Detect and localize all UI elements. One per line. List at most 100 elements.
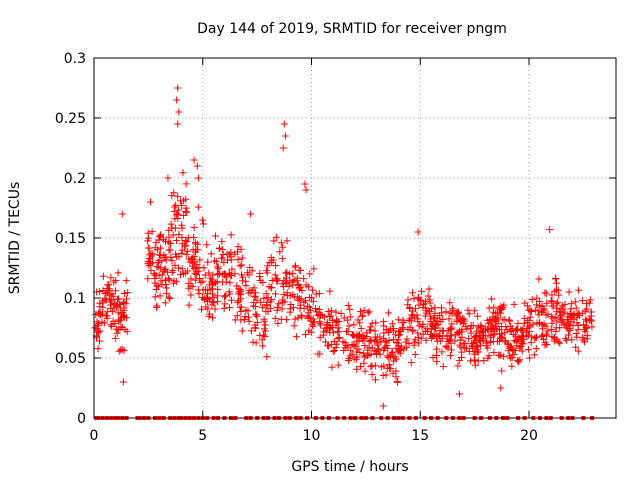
data-point (162, 237, 170, 245)
data-point (169, 231, 177, 239)
data-point (271, 314, 279, 322)
data-point (103, 308, 111, 316)
data-point (173, 236, 181, 244)
data-point (168, 257, 176, 265)
data-point (242, 282, 250, 290)
data-point (179, 169, 187, 177)
data-point (211, 232, 219, 240)
data-point (118, 345, 126, 353)
data-point (96, 337, 104, 345)
data-point (234, 298, 242, 306)
data-point (273, 277, 281, 285)
data-point (562, 323, 570, 331)
data-point (329, 329, 337, 337)
data-point (164, 174, 172, 182)
data-point (501, 316, 509, 324)
data-point (386, 325, 394, 333)
data-point (105, 287, 113, 295)
data-point (178, 224, 186, 232)
data-point (147, 198, 155, 206)
data-point (327, 312, 335, 320)
data-point (357, 362, 365, 370)
data-point (249, 338, 257, 346)
data-point (153, 282, 161, 290)
data-point (508, 362, 516, 370)
data-point (491, 315, 498, 323)
data-point (175, 230, 183, 238)
data-point (453, 316, 461, 324)
data-point (194, 286, 202, 294)
data-point (363, 329, 371, 337)
data-point (543, 341, 551, 349)
data-point (215, 271, 223, 279)
data-point (238, 261, 246, 269)
data-point (306, 270, 314, 278)
data-point (476, 341, 484, 349)
data-point (344, 343, 352, 351)
data-point (283, 316, 291, 324)
data-point (497, 302, 505, 310)
data-point (158, 281, 166, 289)
data-point (219, 278, 227, 286)
data-point (156, 292, 164, 300)
data-point (553, 308, 561, 316)
data-point (379, 318, 387, 326)
data-point (542, 311, 550, 319)
data-point (353, 331, 361, 339)
data-point (414, 228, 422, 236)
data-point (183, 238, 191, 246)
data-point (344, 301, 352, 309)
data-point (420, 300, 428, 308)
data-point (280, 276, 288, 284)
data-point (546, 226, 554, 234)
data-point (561, 335, 569, 343)
data-point (572, 343, 580, 351)
data-point (235, 297, 243, 305)
data-point (427, 305, 435, 313)
data-point (220, 258, 228, 266)
data-point (166, 294, 174, 302)
data-point (554, 298, 562, 306)
data-point (189, 246, 197, 254)
data-point (586, 296, 594, 304)
data-point (371, 327, 379, 335)
data-point (461, 339, 469, 347)
data-point (247, 327, 255, 335)
data-point (242, 306, 250, 314)
data-point (569, 321, 577, 329)
data-point (486, 338, 494, 346)
data-point (526, 354, 534, 362)
data-point (316, 333, 324, 341)
data-point (274, 303, 282, 311)
y-tick-label: 0 (77, 411, 86, 427)
data-point (228, 296, 236, 304)
data-point (328, 307, 336, 315)
data-point (583, 335, 591, 343)
data-point (268, 276, 276, 284)
data-point (439, 362, 447, 370)
data-point (185, 284, 193, 292)
data-point (290, 322, 298, 330)
data-point (433, 345, 441, 353)
data-point (297, 311, 305, 319)
data-point (392, 367, 400, 375)
data-point (300, 304, 308, 312)
data-point (447, 332, 455, 340)
data-point (505, 344, 513, 352)
data-point (175, 264, 183, 272)
data-point (334, 334, 342, 342)
data-point (227, 256, 235, 264)
data-point (472, 348, 480, 356)
data-point (278, 255, 286, 263)
data-point (574, 310, 582, 318)
data-point (457, 317, 465, 325)
data-point (433, 337, 441, 345)
data-point (548, 298, 556, 306)
data-point (236, 262, 244, 270)
data-point (587, 312, 595, 320)
data-point (414, 329, 422, 337)
data-point (220, 304, 228, 312)
data-point (178, 265, 186, 273)
data-point (99, 272, 107, 280)
